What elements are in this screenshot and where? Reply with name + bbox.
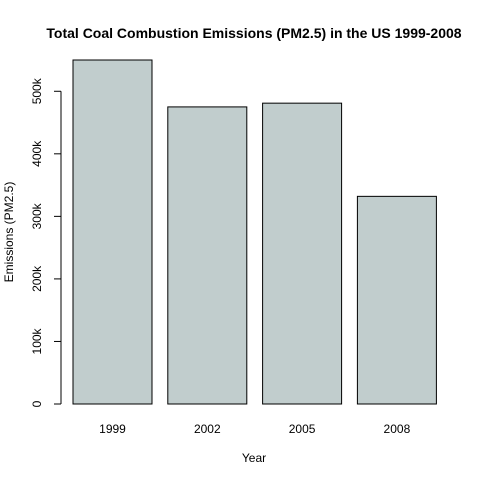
x-axis-label: Year [242,451,266,465]
chart-title: Total Coal Combustion Emissions (PM2.5) … [46,25,461,41]
y-tick-label-100k: 100k [30,327,44,354]
y-tick-label-400k: 400k [30,140,44,167]
bar-1999 [72,59,153,405]
bar-2008 [356,195,437,405]
y-axis: 0 100k 200k 300k 400k 500k [30,77,62,407]
y-tick-label-300k: 300k [30,202,44,229]
x-axis: 1999 2002 2005 2008 [99,422,410,436]
y-tick-label-0: 0 [30,400,44,407]
x-tick-label-2002: 2002 [194,422,221,436]
bars-group [72,59,437,405]
x-tick-label-2005: 2005 [289,422,316,436]
x-tick-label-2008: 2008 [384,422,411,436]
y-axis-label: Emissions (PM2.5) [2,182,16,283]
bar-2002 [167,106,248,405]
y-tick-label-500k: 500k [30,77,44,104]
x-tick-label-1999: 1999 [99,422,126,436]
y-tick-label-200k: 200k [30,265,44,292]
bar-2005 [262,102,343,405]
